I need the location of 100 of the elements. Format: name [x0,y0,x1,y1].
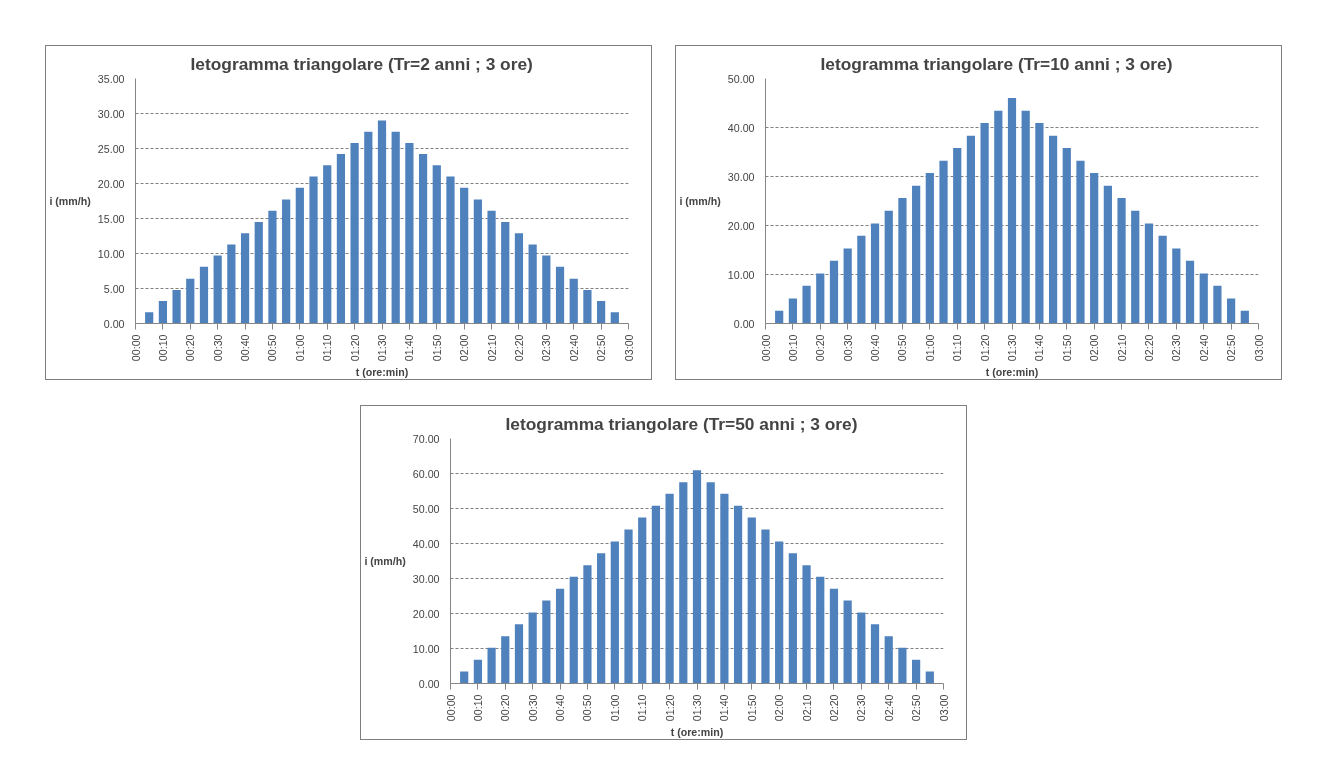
bar [720,493,729,684]
y-tick-label: 25.00 [97,142,125,155]
x-tick-label: 02:40 [882,694,895,722]
y-tick-label: 60.00 [412,467,440,480]
bar [528,612,537,684]
y-tick-label: 50.00 [412,502,440,515]
bar [295,187,304,324]
x-axis-title: t (ore:min) [670,726,724,739]
x-axis-title: t (ore:min) [985,366,1039,379]
bar [1007,98,1017,324]
bar [583,565,592,684]
x-tick-label: 02:20 [1142,334,1155,362]
y-tick-label: 30.00 [97,107,125,120]
bar [145,312,154,324]
y-tick-label: 35.00 [97,72,125,85]
y-axis-title: i (mm/h) [49,195,92,207]
bar [816,273,825,324]
x-tick-label: 02:30 [540,334,553,362]
x-tick-label: 00:40 [554,694,567,722]
x-tick-label: 02:20 [512,334,525,362]
bar [309,176,318,324]
y-tick-label: 20.00 [97,177,125,190]
bar [1199,273,1208,324]
bar [1240,310,1249,324]
x-tick-label: 00:10 [786,334,799,362]
bar [597,553,606,684]
bar [569,576,578,684]
y-tick-label: 30.00 [727,170,755,183]
bar [213,255,222,324]
chart-title: Ietogramma triangolare (Tr=10 anni ; 3 ore) [820,53,1173,74]
y-tick-label: 0.00 [733,317,755,330]
bar [829,588,839,684]
bar [925,173,934,324]
bar [1144,223,1154,324]
bar [1117,198,1126,324]
x-tick-label: 00:30 [841,334,854,362]
bar [829,260,839,324]
y-tick-label: 10.00 [727,268,755,281]
x-tick-label: 01:00 [923,334,936,362]
x-tick-label: 03:00 [937,694,950,722]
bar [1076,160,1085,324]
bar [1103,185,1112,324]
bar [268,210,277,324]
x-tick-label: 02:40 [1197,334,1210,362]
bar [473,199,482,324]
bar [501,222,510,324]
x-tick-label: 01:40 [403,334,416,362]
bar [597,301,606,324]
bar [870,624,880,684]
x-tick-label: 00:50 [896,334,909,362]
x-tick-label: 02:00 [1088,334,1101,362]
x-tick-label: 00:50 [266,334,279,362]
bar [323,165,332,324]
x-tick-label: 00:00 [129,334,142,362]
bar [994,110,1003,324]
bar [1090,173,1099,324]
x-tick-label: 03:00 [622,334,635,362]
x-tick-label: 00:50 [581,694,594,722]
bar [747,517,756,684]
bar [460,187,469,324]
bar [350,142,359,324]
x-tick-label: 01:30 [691,694,703,722]
y-axis-title: i (mm/h) [679,195,722,207]
x-tick-label: 01:30 [1006,334,1018,362]
x-tick-label: 02:50 [1225,334,1238,362]
bar [665,493,674,684]
bar [939,160,948,324]
x-tick-label: 00:20 [184,334,197,362]
x-tick-label: 00:30 [526,694,539,722]
bar [733,505,743,684]
x-tick-label: 02:40 [567,334,580,362]
y-tick-label: 50.00 [727,72,755,85]
x-tick-label: 00:20 [499,694,512,722]
bar [624,529,633,684]
bar [583,289,592,324]
x-tick-label: 00:20 [814,334,827,362]
bar [980,123,989,324]
x-axis-title: t (ore:min) [355,366,409,379]
bar [1048,135,1058,324]
y-tick-label: 0.00 [103,317,125,330]
bar [870,223,880,324]
bar [487,210,496,324]
bar [884,636,893,684]
y-tick-label: 40.00 [727,121,755,134]
x-tick-label: 01:20 [663,694,676,722]
bar [925,671,934,684]
bar [282,199,291,324]
bar [775,541,784,684]
bar [761,529,770,684]
x-tick-label: 01:20 [348,334,361,362]
bar [542,600,551,684]
y-tick-label: 20.00 [412,607,440,620]
bar [1172,248,1181,324]
bar [1227,298,1236,324]
bar [1131,210,1140,324]
bar [788,298,797,324]
bar [336,154,346,324]
chart-title: Ietogramma triangolare (Tr=2 anni ; 3 ore) [190,53,533,74]
bar [857,235,866,324]
bar [172,289,181,324]
